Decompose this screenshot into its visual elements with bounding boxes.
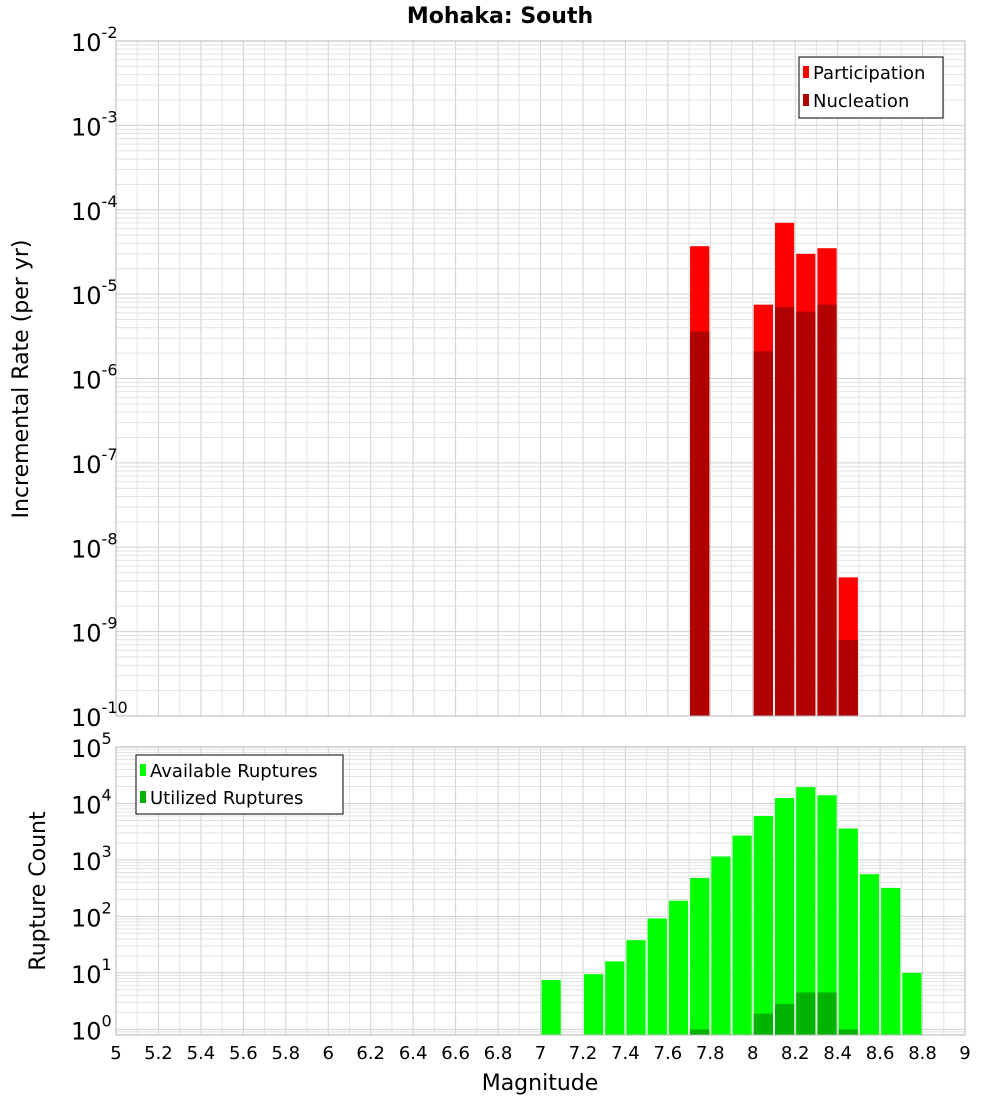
rate-y-tick-label: 10-10 — [71, 698, 128, 732]
count-bar-available-ruptures — [541, 979, 561, 1035]
x-tick-label: 8.6 — [866, 1043, 895, 1064]
count-bar-utilized-ruptures — [753, 1013, 773, 1035]
rate-y-axis-title: Incremental Rate (per yr) — [9, 240, 34, 519]
count-bar-available-ruptures — [626, 940, 646, 1035]
x-tick-label: 7.4 — [611, 1043, 640, 1064]
utilized-ruptures-legend-label: Utilized Ruptures — [150, 788, 303, 809]
rate-gridlines — [115, 41, 966, 717]
x-tick-label: 6 — [323, 1043, 334, 1064]
count-bar-available-ruptures — [902, 972, 922, 1035]
x-tick-label: 5.2 — [144, 1043, 173, 1064]
x-tick-label: 8.2 — [781, 1043, 810, 1064]
x-tick-label: 8 — [747, 1043, 758, 1064]
x-tick-label: 5.4 — [187, 1043, 216, 1064]
count-bar-available-ruptures — [838, 828, 858, 1035]
x-tick-label: 7.2 — [569, 1043, 598, 1064]
count-bar-available-ruptures — [711, 856, 731, 1035]
count-bar-available-ruptures — [668, 900, 689, 1035]
nucleation-legend-label: Nucleation — [813, 91, 909, 112]
count-y-tick-label: 105 — [71, 729, 112, 763]
x-tick-label: 6.6 — [441, 1043, 470, 1064]
available-ruptures-legend-label: Available Ruptures — [150, 761, 318, 782]
x-tick-labels: 5 5.2 5.4 5.6 5.8 6 6.2 6.4 6.6 6.8 7 7.2 7.4 7.6 7.8 8… — [110, 1043, 970, 1064]
count-bar-utilized-ruptures — [817, 992, 837, 1035]
count-bar-available-ruptures — [647, 918, 667, 1035]
x-tick-label: 5.6 — [229, 1043, 258, 1064]
count-y-tick-label: 102 — [71, 898, 112, 932]
count-bar-utilized-ruptures — [774, 1004, 795, 1035]
count-y-tick-label: 101 — [71, 955, 112, 989]
x-tick-label: 6.2 — [356, 1043, 385, 1064]
rate-y-tick-label: 10-5 — [71, 276, 118, 310]
count-bar-available-ruptures — [732, 835, 752, 1035]
rate-bar-nucleation — [753, 351, 773, 716]
rate-bars — [690, 222, 858, 717]
rate-bar-nucleation — [774, 307, 795, 716]
x-tick-label: 6.8 — [484, 1043, 513, 1064]
rate-y-tick-label: 10-9 — [71, 614, 118, 648]
chart-title: Mohaka: South — [407, 4, 593, 29]
count-y-axis-title: Rupture Count — [26, 811, 51, 971]
count-bar-available-ruptures — [817, 795, 837, 1035]
count-bar-available-ruptures — [605, 961, 625, 1035]
count-bar-utilized-ruptures — [690, 1029, 710, 1035]
count-bar-utilized-ruptures — [838, 1029, 858, 1035]
x-tick-label: 8.8 — [908, 1043, 937, 1064]
rate-plot-frame — [115, 40, 966, 717]
count-y-tick-label: 100 — [71, 1011, 112, 1045]
count-bar-available-ruptures — [796, 787, 816, 1035]
x-tick-label: 7.8 — [696, 1043, 725, 1064]
rate-y-tick-label: 10-7 — [71, 445, 118, 479]
available-ruptures-legend-swatch — [140, 764, 146, 776]
count-bar-available-ruptures — [583, 974, 604, 1035]
count-bar-available-ruptures — [881, 887, 901, 1035]
count-bar-available-ruptures — [859, 874, 880, 1035]
count-bar-available-ruptures — [774, 797, 795, 1035]
rate-y-tick-label: 10-6 — [71, 361, 118, 395]
rate-y-tick-label: 10-2 — [71, 23, 118, 57]
rate-bar-nucleation — [838, 639, 858, 716]
rate-y-tick-labels: 10-10 10-9 10-8 10-7 10-6 10-5 10-4 10-3 10-2 — [71, 23, 128, 732]
rate-legend-box — [798, 56, 944, 119]
rate-y-tick-label: 10-4 — [71, 192, 118, 226]
participation-legend-label: Participation — [813, 63, 925, 84]
count-bar-utilized-ruptures — [796, 992, 816, 1035]
x-axis-title: Magnitude — [482, 1071, 599, 1096]
count-legend-box — [135, 754, 344, 815]
x-tick-label: 6.4 — [399, 1043, 428, 1064]
rate-bar-nucleation — [796, 311, 816, 716]
rate-bar-nucleation — [817, 304, 837, 716]
nucleation-legend-swatch — [803, 94, 809, 106]
count-plot-frame — [115, 746, 966, 1036]
x-tick-label: 8.4 — [823, 1043, 852, 1064]
count-y-tick-labels: 100 101 102 103 104 105 — [71, 729, 112, 1045]
x-tick-label: 5.8 — [271, 1043, 300, 1064]
rate-panel: 10-10 10-9 10-8 10-7 10-6 10-5 10-4 10-3 10-2 In… — [9, 23, 966, 732]
count-panel: 100 101 102 103 104 105 Rupture Count Availab… — [26, 729, 966, 1045]
x-tick-label: 7.6 — [654, 1043, 683, 1064]
count-bars — [541, 787, 922, 1035]
x-tick-label: 9 — [959, 1043, 970, 1064]
rate-y-tick-label: 10-8 — [71, 529, 118, 563]
x-tick-label: 7 — [535, 1043, 546, 1064]
count-legend: Available Ruptures Utilized Ruptures — [135, 754, 344, 815]
count-y-tick-label: 103 — [71, 842, 112, 876]
rate-y-tick-label: 10-3 — [71, 107, 118, 141]
participation-legend-swatch — [803, 66, 809, 78]
rate-legend: Participation Nucleation — [798, 56, 944, 119]
x-tick-label: 5 — [110, 1043, 121, 1064]
count-bar-available-ruptures — [690, 877, 710, 1035]
count-y-tick-label: 104 — [71, 785, 112, 819]
rate-bar-nucleation — [690, 331, 710, 716]
utilized-ruptures-legend-swatch — [140, 791, 146, 803]
count-bar-available-ruptures — [753, 815, 773, 1035]
